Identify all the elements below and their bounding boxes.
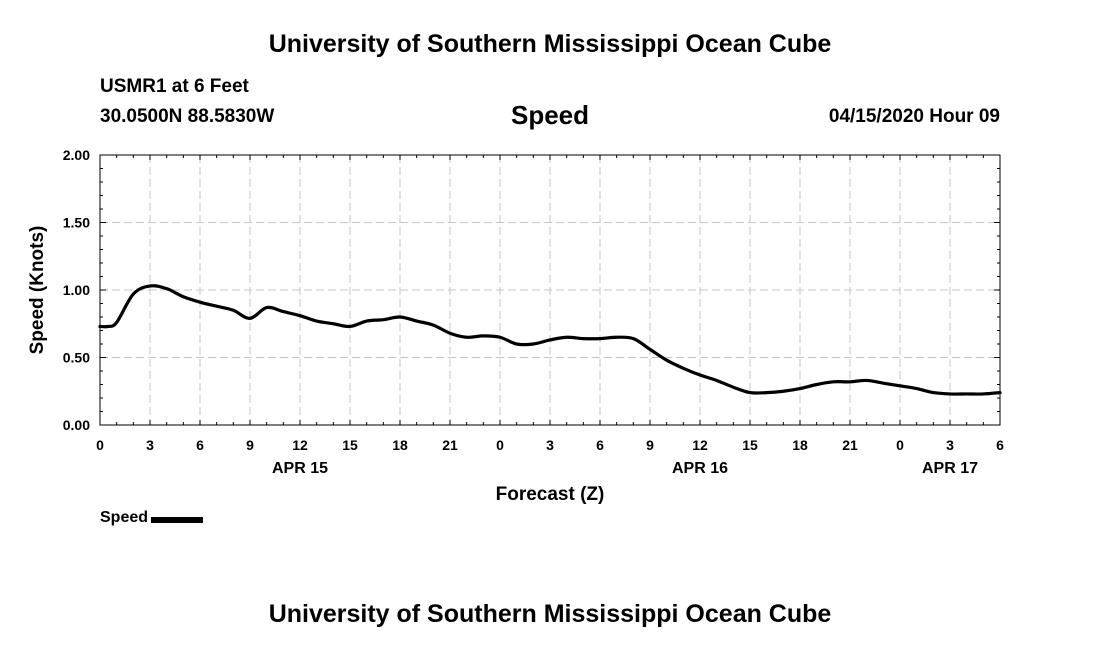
y-tick-label: 0.00 bbox=[63, 417, 90, 433]
x-tick-label: 3 bbox=[546, 437, 554, 453]
station-label: USMR1 at 6 Feet bbox=[100, 76, 249, 97]
y-tick-label: 1.00 bbox=[63, 282, 90, 298]
legend: Speed bbox=[100, 509, 204, 527]
x-tick-label: 21 bbox=[842, 437, 858, 453]
y-tick-label: 1.50 bbox=[63, 215, 90, 231]
x-axis-label: Forecast (Z) bbox=[496, 484, 605, 505]
footer-title: University of Southern Mississippi Ocean… bbox=[268, 600, 832, 628]
x-tick-label: 15 bbox=[342, 437, 358, 453]
date-label: APR 16 bbox=[672, 460, 728, 477]
x-tick-label: 15 bbox=[742, 437, 758, 453]
x-tick-label: 6 bbox=[996, 437, 1004, 453]
x-tick-label: 3 bbox=[946, 437, 954, 453]
x-tick-label: 6 bbox=[196, 437, 204, 453]
date-label: APR 17 bbox=[922, 460, 978, 477]
date-label: APR 15 bbox=[272, 460, 328, 477]
x-tick-label: 12 bbox=[292, 437, 308, 453]
x-tick-label: 9 bbox=[246, 437, 254, 453]
x-tick-label: 3 bbox=[146, 437, 154, 453]
datetime-label: 04/15/2020 Hour 09 bbox=[828, 106, 1000, 127]
x-tick-label: 18 bbox=[792, 437, 808, 453]
x-tick-label: 6 bbox=[596, 437, 604, 453]
chart-title: Speed bbox=[510, 100, 590, 130]
x-tick-label: 18 bbox=[392, 437, 408, 453]
x-tick-label: 9 bbox=[646, 437, 654, 453]
x-tick-label: 21 bbox=[442, 437, 458, 453]
x-tick-label: 0 bbox=[496, 437, 504, 453]
x-tick-label: 12 bbox=[692, 437, 708, 453]
x-tick-label: 0 bbox=[96, 437, 104, 453]
plot-frame bbox=[99, 154, 1001, 426]
legend-swatch bbox=[151, 517, 204, 523]
series-line-speed bbox=[98, 284, 1002, 396]
y-tick-label: 0.50 bbox=[63, 350, 90, 366]
page-title: University of Southern Mississippi Ocean… bbox=[268, 30, 832, 58]
coordinates-label: 30.0500N 88.5830W bbox=[100, 106, 275, 127]
y-tick-label: 2.00 bbox=[63, 147, 90, 163]
y-axis-label: Speed (Knots) bbox=[27, 226, 48, 355]
x-tick-label: 0 bbox=[896, 437, 904, 453]
legend-label: Speed bbox=[100, 509, 149, 526]
